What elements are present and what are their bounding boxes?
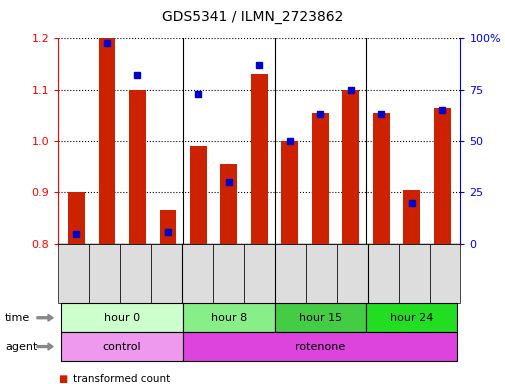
Text: agent: agent [5, 341, 37, 352]
Text: hour 0: hour 0 [104, 313, 140, 323]
Bar [159, 210, 176, 244]
Bar [311, 113, 328, 244]
Text: time: time [5, 313, 30, 323]
Bar [129, 90, 145, 244]
Bar [433, 108, 449, 244]
Text: hour 15: hour 15 [298, 313, 341, 323]
Text: ■: ■ [58, 374, 67, 384]
Bar [250, 74, 267, 244]
Text: transformed count: transformed count [73, 374, 170, 384]
Bar [98, 38, 115, 244]
Bar [189, 146, 207, 244]
Bar [281, 141, 297, 244]
Text: control: control [103, 341, 141, 352]
Bar [342, 90, 359, 244]
Text: hour 8: hour 8 [210, 313, 246, 323]
Bar [220, 164, 237, 244]
Bar [372, 113, 389, 244]
Text: rotenone: rotenone [294, 341, 345, 352]
Bar [68, 192, 85, 244]
Bar [402, 190, 419, 244]
Text: hour 24: hour 24 [389, 313, 432, 323]
Text: GDS5341 / ILMN_2723862: GDS5341 / ILMN_2723862 [162, 10, 343, 23]
